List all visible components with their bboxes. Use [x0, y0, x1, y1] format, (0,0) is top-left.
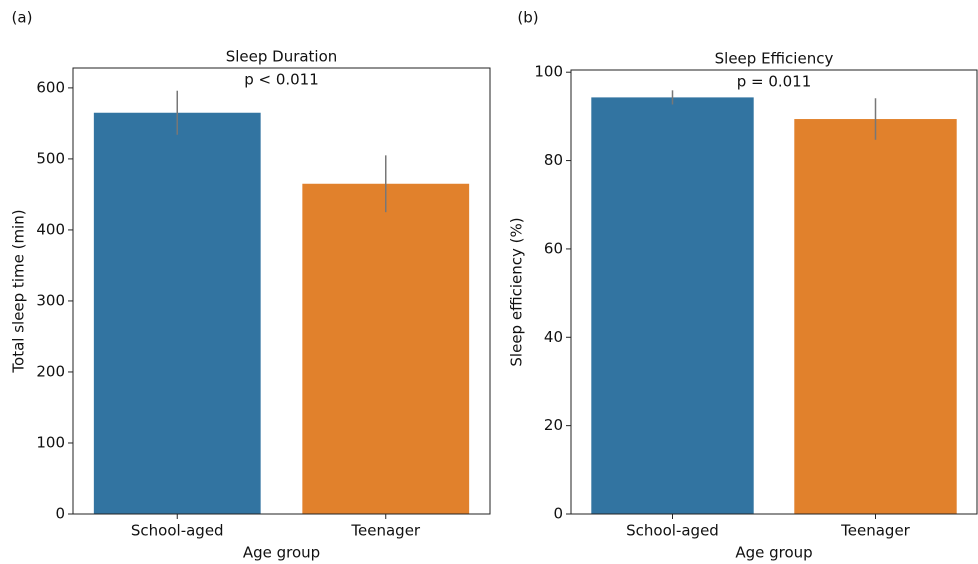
y-tick-label: 20: [544, 416, 563, 434]
y-tick-label: 400: [36, 220, 65, 238]
x-tick-label: Teenager: [350, 522, 421, 540]
y-tick-label: 600: [36, 78, 65, 96]
x-tick-label: Teenager: [840, 522, 911, 540]
chart-title: Sleep Efficiency: [715, 50, 834, 68]
x-axis-label: Age group: [735, 544, 812, 562]
y-tick-label: 300: [36, 291, 65, 309]
bar: [591, 97, 754, 514]
y-tick-label: 0: [55, 505, 65, 523]
x-axis-label: Age group: [243, 544, 320, 562]
x-tick-label: School-aged: [131, 522, 224, 540]
chart-title: Sleep Duration: [226, 48, 338, 66]
annotation: p = 0.011: [737, 73, 812, 91]
panel-label: (b): [517, 9, 538, 27]
y-axis-label: Sleep efficiency (%): [508, 217, 526, 366]
y-tick-label: 40: [544, 328, 563, 346]
bar: [93, 112, 261, 514]
y-tick-label: 100: [36, 433, 65, 451]
y-tick-label: 100: [534, 63, 563, 81]
bar: [794, 119, 957, 514]
y-tick-label: 60: [544, 239, 563, 257]
y-tick-label: 500: [36, 149, 65, 167]
annotation: p < 0.011: [244, 71, 319, 89]
x-tick-label: School-aged: [626, 522, 719, 540]
y-tick-label: 0: [553, 505, 563, 523]
bar: [302, 183, 470, 514]
y-tick-label: 80: [544, 151, 563, 169]
y-axis-label: Total sleep time (min): [10, 209, 28, 373]
axes-frame: [72, 67, 491, 515]
axes-frame: [570, 69, 978, 515]
panel-label: (a): [12, 9, 33, 27]
y-tick-label: 200: [36, 362, 65, 380]
